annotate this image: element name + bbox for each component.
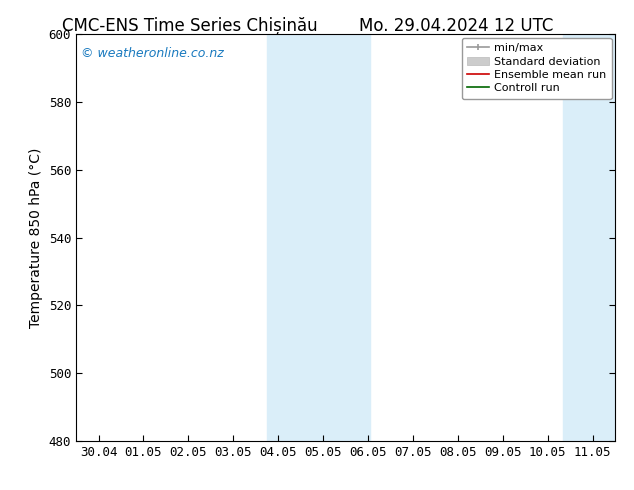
Text: CMC-ENS Time Series Chișinău: CMC-ENS Time Series Chișinău <box>62 17 318 35</box>
Bar <box>564 34 615 441</box>
Y-axis label: Temperature 850 hPa (°C): Temperature 850 hPa (°C) <box>29 147 43 328</box>
Legend: min/max, Standard deviation, Ensemble mean run, Controll run: min/max, Standard deviation, Ensemble me… <box>462 38 612 99</box>
Text: Mo. 29.04.2024 12 UTC: Mo. 29.04.2024 12 UTC <box>359 17 553 35</box>
Text: © weatheronline.co.nz: © weatheronline.co.nz <box>81 47 224 59</box>
Bar <box>267 34 370 441</box>
